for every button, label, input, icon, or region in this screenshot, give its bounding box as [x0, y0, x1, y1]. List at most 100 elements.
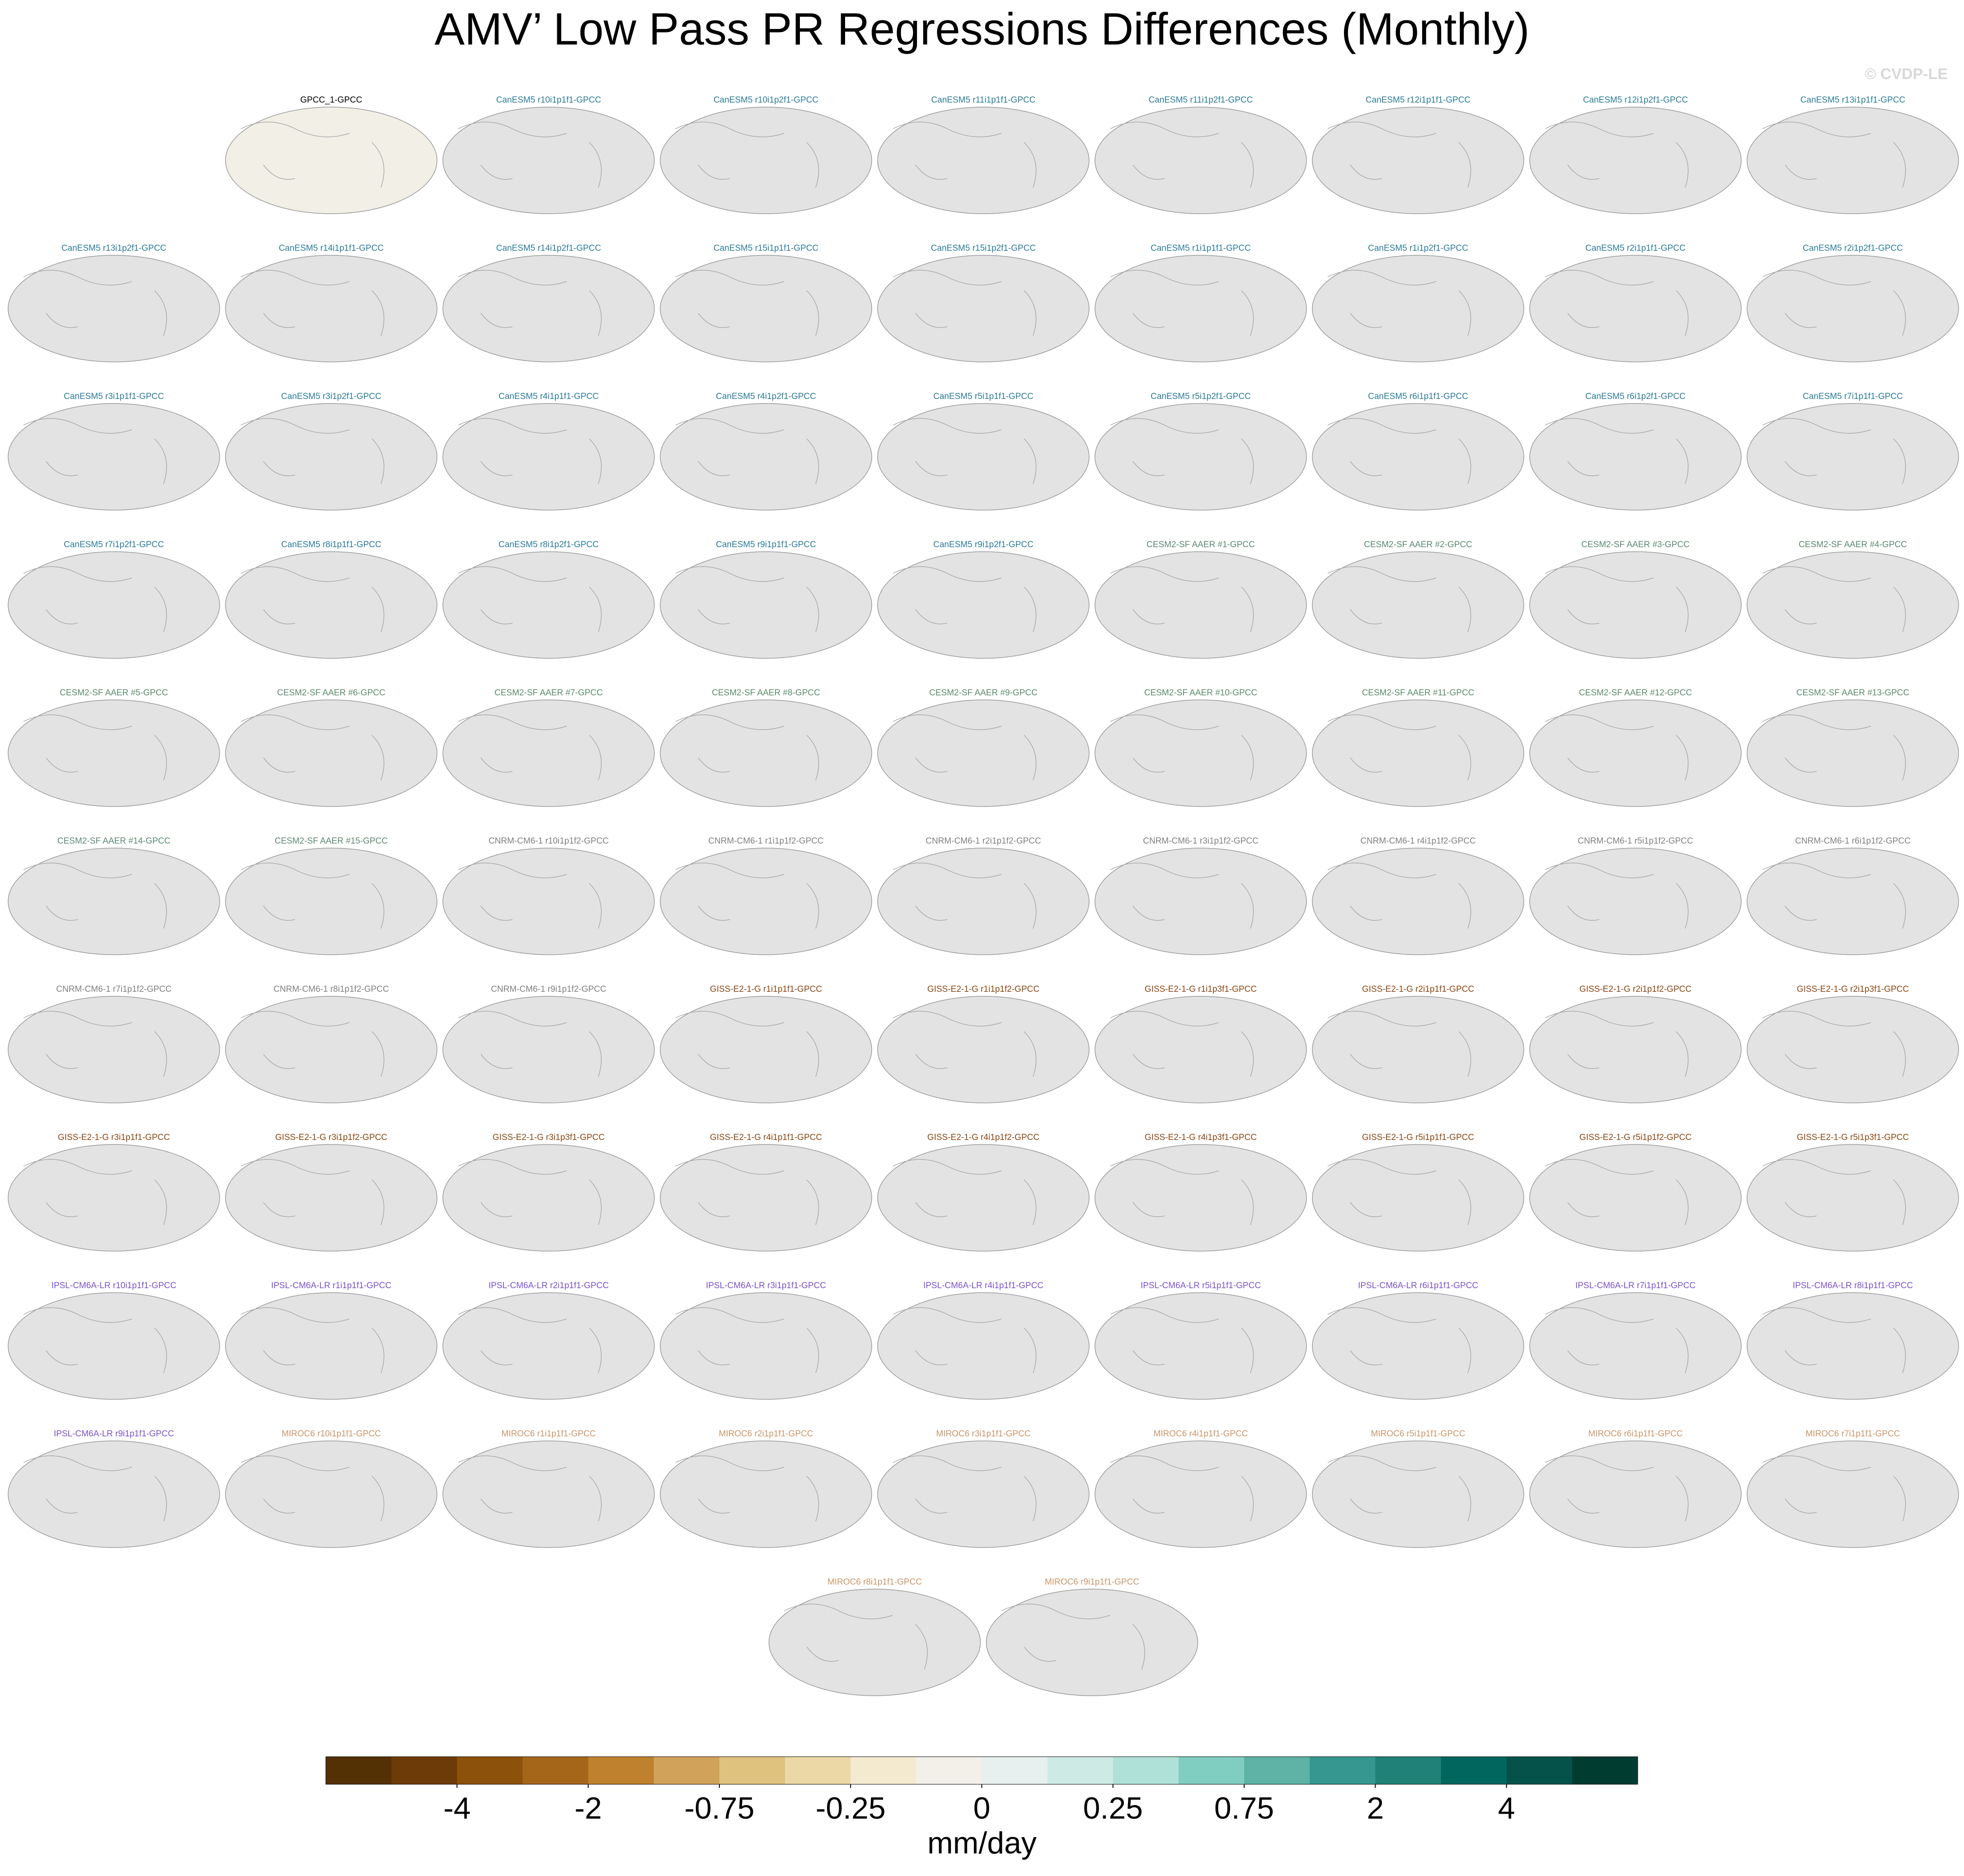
- map-coastline: [1327, 270, 1471, 336]
- map-panel: [1529, 699, 1742, 807]
- panel-title: GISS-E2-1-G r3i1p3f1-GPCC: [493, 1133, 605, 1142]
- map-coastline: [23, 1159, 167, 1225]
- map-coastline: [458, 1307, 602, 1374]
- map-panel: [660, 403, 872, 511]
- colorbar-box: [522, 1757, 589, 1784]
- map-coastline: [23, 270, 167, 336]
- panel-title: CanESM5 r6i1p1f1-GPCC: [1368, 392, 1468, 401]
- map-panel: [1312, 848, 1524, 955]
- colorbar-box: [1244, 1757, 1310, 1784]
- map-coastline: [1327, 1455, 1471, 1522]
- map-panel: [1747, 255, 1959, 362]
- map-coastline: [893, 1455, 1037, 1522]
- panel-title: GISS-E2-1-G r1i1p1f1-GPCC: [710, 985, 822, 994]
- map-panel: [225, 996, 437, 1103]
- map-panel: [1747, 699, 1959, 807]
- map-panel: [442, 848, 655, 955]
- panel-title: CanESM5 r15i1p2f1-GPCC: [931, 244, 1036, 253]
- map-panel: [442, 699, 655, 807]
- panel-title: CESM2-SF AAER #13-GPCC: [1796, 688, 1909, 698]
- map-coastline: [1327, 122, 1471, 188]
- map-panel: [442, 255, 655, 362]
- panel-title: GISS-E2-1-G r2i1p1f2-GPCC: [1579, 985, 1691, 994]
- map-coastline: [23, 1011, 167, 1077]
- map-coastline: [458, 1455, 602, 1522]
- panel-title: CESM2-SF AAER #11-GPCC: [1362, 688, 1475, 698]
- panel-title: CanESM5 r9i1p2f1-GPCC: [933, 540, 1034, 549]
- panel-title: GISS-E2-1-G r4i1p1f1-GPCC: [710, 1133, 822, 1142]
- colorbar-box: [1178, 1757, 1245, 1784]
- map-coastline: [240, 122, 385, 188]
- panel-title: GISS-E2-1-G r2i1p1f1-GPCC: [1362, 985, 1474, 994]
- map-panel: [225, 551, 437, 659]
- map-panel: [8, 255, 220, 362]
- panel-title: CESM2-SF AAER #6-GPCC: [277, 688, 385, 698]
- map-coastline: [893, 122, 1037, 188]
- map-coastline: [1762, 714, 1906, 781]
- map-coastline: [675, 714, 819, 781]
- panel-title: CNRM-CM6-1 r3i1p1f2-GPCC: [1143, 836, 1259, 846]
- map-panel: [8, 699, 220, 807]
- map-coastline: [23, 418, 167, 484]
- map-panel: [1312, 1292, 1524, 1400]
- map-panel: [877, 403, 1090, 511]
- panel-title: CanESM5 r3i1p2f1-GPCC: [281, 392, 381, 401]
- colorbar-tick-label: 0: [973, 1791, 991, 1825]
- map-panel: [1529, 107, 1742, 214]
- colorbar-box: [1310, 1757, 1376, 1784]
- map-panel: [986, 1589, 1198, 1696]
- map-coastline: [893, 418, 1037, 484]
- map-panel: [1529, 996, 1742, 1103]
- map-panel: [8, 1144, 220, 1252]
- panel-title: GISS-E2-1-G r3i1p1f2-GPCC: [275, 1133, 387, 1142]
- map-panel: [660, 1144, 872, 1252]
- panel-title: MIROC6 r8i1p1f1-GPCC: [827, 1577, 922, 1587]
- colorbar-tick-label: 0.75: [1214, 1791, 1274, 1825]
- panel-title: IPSL-CM6A-LR r6i1p1f1-GPCC: [1358, 1281, 1478, 1290]
- panel-title: MIROC6 r3i1p1f1-GPCC: [936, 1429, 1030, 1439]
- map-coastline: [240, 1011, 385, 1077]
- map-coastline: [1545, 1307, 1689, 1374]
- panel-title: GISS-E2-1-G r2i1p3f1-GPCC: [1797, 985, 1909, 994]
- colorbar-box: [916, 1757, 982, 1784]
- panel-title: CNRM-CM6-1 r6i1p1f2-GPCC: [1795, 836, 1911, 846]
- map-coastline: [23, 863, 167, 929]
- map-coastline: [1327, 863, 1471, 929]
- map-panel: [225, 1144, 437, 1252]
- map-coastline: [1762, 270, 1906, 336]
- map-coastline: [893, 566, 1037, 633]
- map-coastline: [1762, 1011, 1906, 1077]
- map-coastline: [1110, 863, 1254, 929]
- panel-title: CanESM5 r3i1p1f1-GPCC: [64, 392, 164, 401]
- map-panel: [225, 1292, 437, 1400]
- map-panel: [877, 107, 1090, 214]
- panel-title: MIROC6 r5i1p1f1-GPCC: [1371, 1429, 1465, 1439]
- map-panel: [1312, 551, 1524, 659]
- panel-title: IPSL-CM6A-LR r8i1p1f1-GPCC: [1793, 1281, 1913, 1290]
- map-panel: [660, 848, 872, 955]
- panel-title: CanESM5 r10i1p2f1-GPCC: [714, 95, 818, 105]
- map-coastline: [784, 1604, 928, 1670]
- map-coastline: [1545, 418, 1689, 484]
- panel-title: GISS-E2-1-G r5i1p1f1-GPCC: [1362, 1133, 1474, 1142]
- map-panel: [1747, 996, 1959, 1103]
- map-coastline: [240, 1159, 385, 1225]
- map-panel: [442, 1440, 655, 1548]
- panel-title: GISS-E2-1-G r1i1p3f1-GPCC: [1145, 985, 1257, 994]
- map-panel: [1529, 1440, 1742, 1548]
- panel-title: CESM2-SF AAER #9-GPCC: [929, 688, 1038, 698]
- map-coastline: [23, 714, 167, 781]
- map-panel: [442, 1144, 655, 1252]
- map-panel: [1095, 551, 1307, 659]
- colorbar-tick-label: 2: [1367, 1791, 1384, 1825]
- map-coastline: [1545, 122, 1689, 188]
- map-coastline: [1327, 1011, 1471, 1077]
- map-panel: [442, 403, 655, 511]
- map-panel: [1747, 848, 1959, 955]
- map-panel: [8, 1440, 220, 1548]
- panel-title: CanESM5 r4i1p2f1-GPCC: [716, 392, 816, 401]
- panel-title: MIROC6 r4i1p1f1-GPCC: [1153, 1429, 1248, 1439]
- colorbar-tick-label: -0.75: [684, 1791, 754, 1825]
- panel-title: MIROC6 r2i1p1f1-GPCC: [719, 1429, 813, 1439]
